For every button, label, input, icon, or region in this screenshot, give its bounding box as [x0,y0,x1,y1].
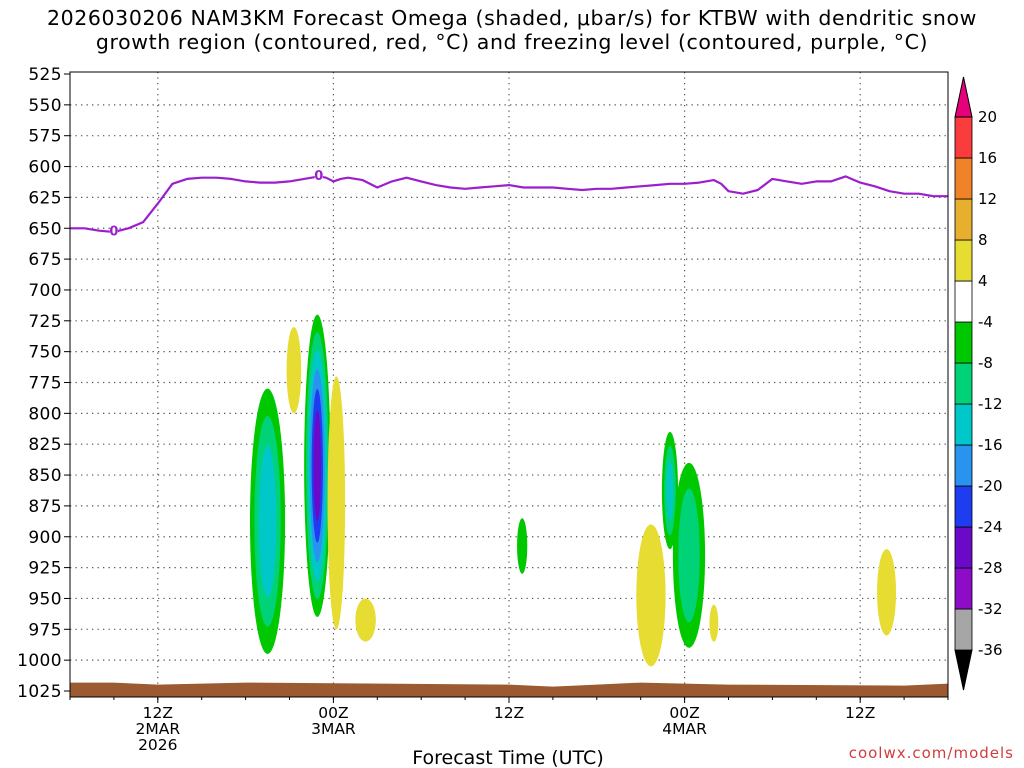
y-tick-label-700: 700 [28,281,62,301]
omega-region-7-band-2 [666,460,674,521]
colorbar-label-4: 4 [978,272,988,290]
colorbar-label-8: 8 [978,231,988,249]
chart-title: 2026030206 NAM3KM Forecast Omega (shaded… [0,6,1024,54]
y-tick-label-925: 925 [28,559,62,579]
omega-region-4-band-0 [355,598,376,642]
x-tick-label-18-1: 3MAR [311,720,356,738]
omega-region-5-band-0 [517,518,528,574]
omega-region-1-band-0 [286,326,302,414]
colorbar-segment-6 [954,403,973,446]
y-tick-label-1000: 1000 [17,651,62,671]
y-tick-label-800: 800 [28,404,62,424]
y-tick-label-550: 550 [28,96,62,116]
y-tick-label-750: 750 [28,343,62,363]
colorbar-segment-8 [954,321,973,364]
colorbar-segment-11 [954,198,973,241]
freezing-level-series: 00 [70,169,948,240]
omega-region-0-band-2 [258,445,277,598]
omega-region-9-band-0 [709,604,719,642]
x-tick-label-54-0: 12Z [845,704,875,722]
colorbar-label--20: -20 [978,477,1003,495]
omega-region-3-band-0 [327,376,346,630]
colorbar-label--8: -8 [978,354,993,372]
omega-colorbar: -36 -32 -28 -24 -20 -16 -12 -8 -4 4 8 12 16 20 [954,76,1003,691]
omega-region-2-band-5 [313,410,322,522]
x-axis-label: Forecast Time (UTC) [412,747,603,768]
pressure-axis: 525 550 575 600 625 650 675 700 725 750 775 800 825 8… [17,65,70,702]
x-tick-label-42-0: 00Z [669,704,699,722]
y-tick-label-900: 900 [28,528,62,548]
grid-lines [70,72,948,697]
x-tick-label-42-1: 4MAR [662,720,707,738]
colorbar-segment-13 [954,116,973,159]
y-tick-label-625: 625 [28,188,62,208]
y-tick-label-850: 850 [28,466,62,486]
y-tick-label-650: 650 [28,219,62,239]
colorbar-min-triangle [954,649,973,691]
freezing-level-label-bg-0 [109,224,118,237]
y-tick-label-875: 875 [28,497,62,517]
y-tick-label-825: 825 [28,435,62,455]
colorbar-label--28: -28 [978,559,1003,577]
x-tick-label-6-0: 12Z [143,704,173,722]
colorbar-label-16: 16 [978,149,997,167]
freezing-level-label-bg-1 [314,169,323,182]
x-tick-label-6-2: 2026 [138,736,177,754]
y-tick-label-975: 975 [28,620,62,640]
y-tick-label-600: 600 [28,158,62,178]
colorbar-segment-10 [954,239,973,282]
y-tick-label-725: 725 [28,312,62,332]
y-tick-label-525: 525 [28,65,62,85]
colorbar-segment-1 [954,608,973,651]
y-tick-label-675: 675 [28,250,62,270]
y-tick-label-775: 775 [28,374,62,394]
omega-region-6-band-0 [636,524,666,667]
site-credit: coolwx.com/models [849,744,1014,762]
omega-region-8-band-1 [678,488,700,623]
freezing-level-label-0: 0 [109,225,118,240]
colorbar-label-20: 20 [978,108,997,126]
colorbar-segment-5 [954,444,973,487]
colorbar-label-12: 12 [978,190,997,208]
terrain-fill [70,682,948,697]
colorbar-segment-2 [954,567,973,610]
x-tick-label-30-0: 12Z [494,704,524,722]
colorbar-segment-7 [954,362,973,405]
colorbar-label--4: -4 [978,313,993,331]
colorbar-segment-9 [954,280,973,323]
colorbar-max-triangle [954,76,973,118]
y-tick-label-575: 575 [28,127,62,147]
y-tick-label-1025: 1025 [17,682,62,702]
freezing-level-line [70,175,948,234]
colorbar-segment-4 [954,485,973,528]
colorbar-label--36: -36 [978,641,1003,659]
y-tick-label-950: 950 [28,589,62,609]
colorbar-label--16: -16 [978,436,1003,454]
freezing-level-label-1: 0 [314,169,323,184]
x-tick-label-6-1: 2MAR [135,720,180,738]
colorbar-segment-12 [954,157,973,200]
colorbar-label--24: -24 [978,518,1003,536]
colorbar-label--12: -12 [978,395,1003,413]
omega-shading [249,314,897,667]
chart-title-line-2: growth region (contoured, red, °C) and f… [95,30,929,54]
omega-region-10-band-0 [877,549,897,636]
x-tick-label-18-0: 00Z [318,704,348,722]
chart-title-line-1: 2026030206 NAM3KM Forecast Omega (shaded… [46,6,978,30]
terrain-band [70,682,948,697]
colorbar-label--32: -32 [978,600,1003,618]
colorbar-segment-3 [954,526,973,569]
